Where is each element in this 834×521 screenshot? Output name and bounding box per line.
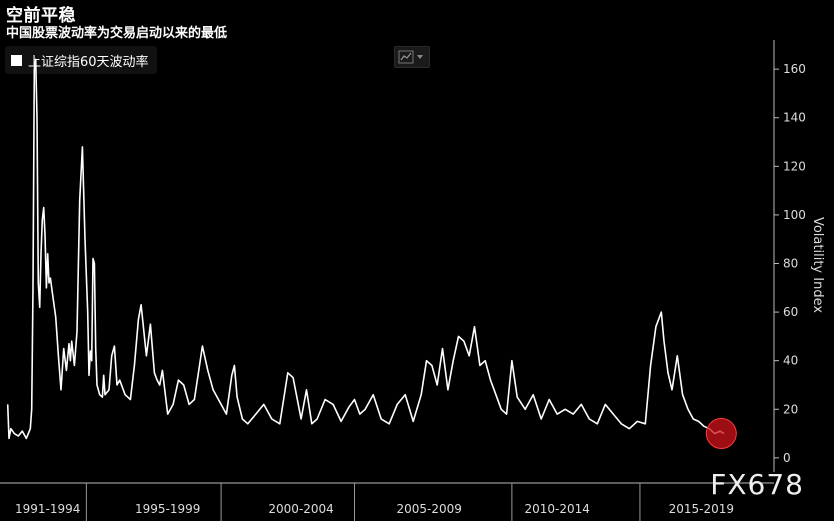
plot-area	[6, 58, 737, 450]
y-tick-label: 40	[783, 354, 798, 368]
y-tick-label: 100	[783, 208, 806, 222]
y-axis: 0 20 40 60 80 100 120 140 160	[773, 40, 806, 472]
chart-title: 空前平稳	[6, 6, 76, 26]
x-axis: 1991-1994 1995-1999 2000-2004 2005-2009 2010…	[0, 482, 774, 521]
y-axis-label: Volatility Index	[810, 217, 825, 313]
line-chart-icon	[398, 50, 423, 64]
chart-type-button[interactable]	[394, 46, 430, 68]
y-tick-label: 120	[783, 159, 806, 173]
x-tick-label: 2010-2014	[525, 502, 590, 516]
x-tick-label: 2015-2019	[669, 502, 734, 516]
x-tick-label: 1995-1999	[135, 502, 200, 516]
x-tick-label: 1991-1994	[15, 502, 80, 516]
x-tick-label: 2005-2009	[396, 502, 461, 516]
y-tick-label: 140	[783, 111, 806, 125]
chevron-down-icon	[417, 55, 423, 59]
y-tick-label: 160	[783, 62, 806, 76]
y-tick-label: 0	[783, 451, 791, 465]
y-tick-label: 80	[783, 257, 798, 271]
y-tick-label: 60	[783, 305, 798, 319]
legend-swatch	[11, 54, 22, 66]
highlight-circle	[705, 418, 737, 450]
watermark: FX678	[710, 468, 804, 501]
y-tick-label: 20	[783, 402, 798, 416]
chart-subtitle: 中国股票波动率为交易启动以来的最低	[6, 26, 228, 41]
x-tick-label: 2000-2004	[268, 502, 333, 516]
legend[interactable]: 上证综指60天波动率	[5, 46, 157, 74]
legend-label: 上证综指60天波动率	[28, 54, 149, 70]
series-line	[6, 58, 725, 440]
